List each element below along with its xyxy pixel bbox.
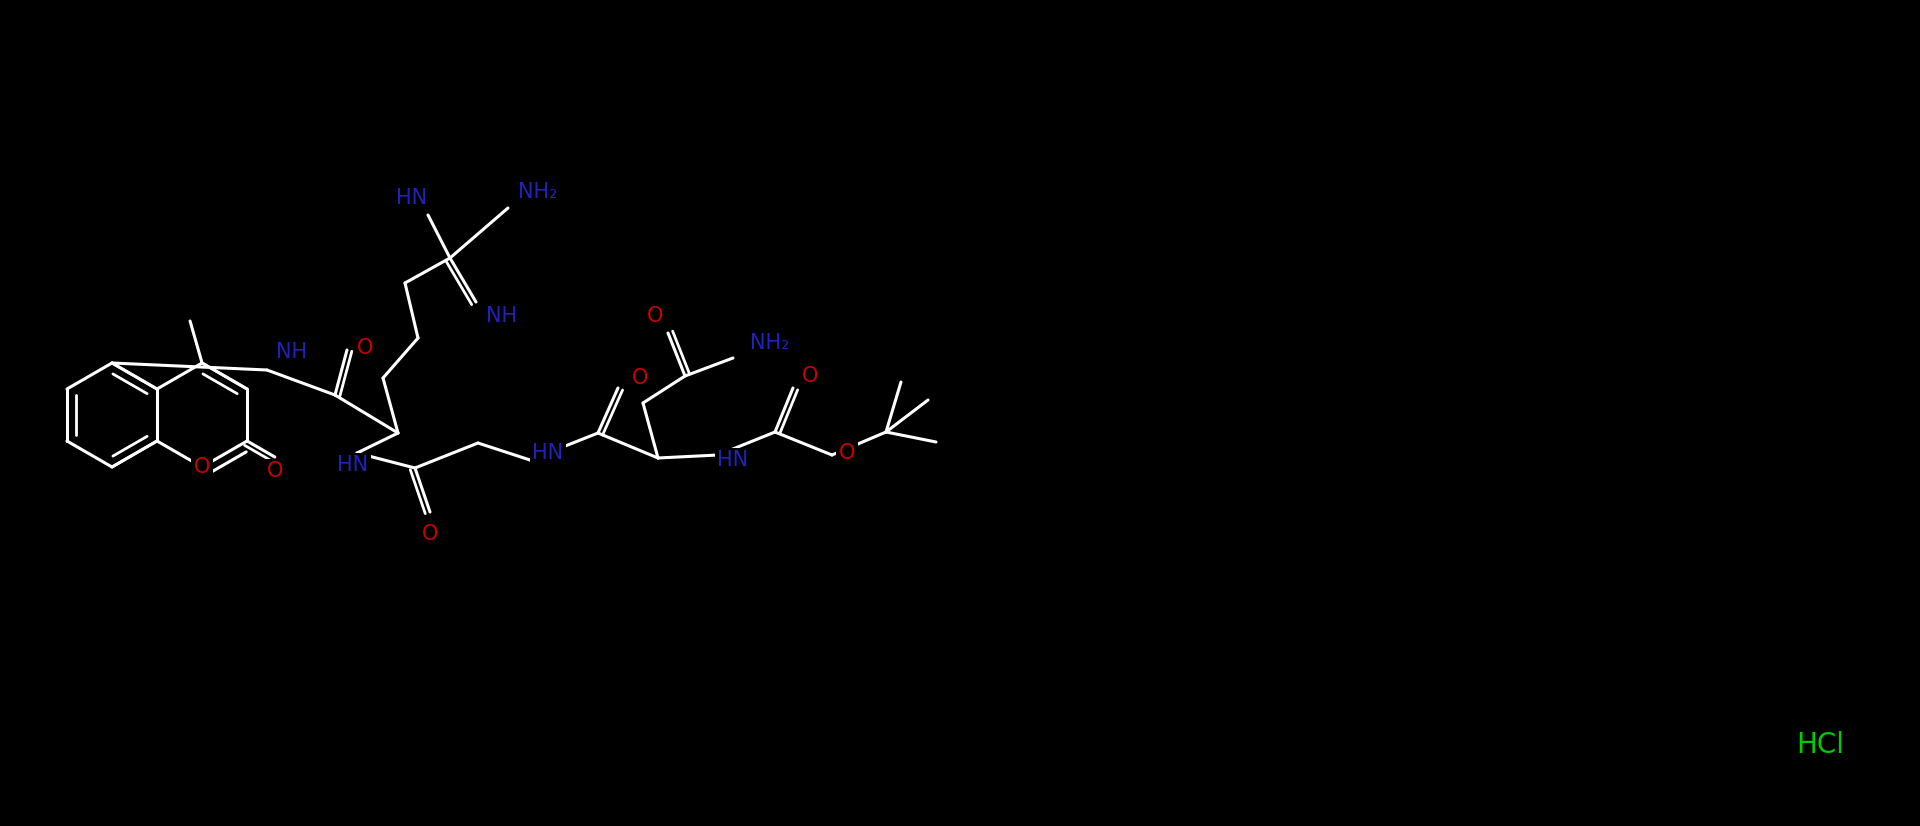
Text: NH: NH <box>276 342 307 362</box>
Text: HN: HN <box>532 443 564 463</box>
Text: O: O <box>632 368 649 388</box>
Text: NH₂: NH₂ <box>751 333 789 353</box>
Text: HN: HN <box>718 450 749 470</box>
Text: HN: HN <box>396 188 428 208</box>
Text: NH₂: NH₂ <box>518 182 559 202</box>
Text: O: O <box>194 457 211 477</box>
Text: HCl: HCl <box>1795 731 1843 759</box>
Text: O: O <box>803 366 818 386</box>
Text: O: O <box>422 524 438 544</box>
Text: O: O <box>357 338 372 358</box>
Text: HN: HN <box>338 455 369 475</box>
Text: NH: NH <box>486 306 518 326</box>
Text: O: O <box>839 443 854 463</box>
Text: O: O <box>267 461 282 481</box>
Text: O: O <box>647 306 662 326</box>
